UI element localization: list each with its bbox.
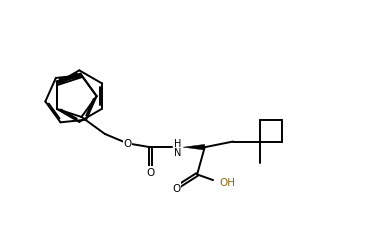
Text: OH: OH xyxy=(220,177,236,187)
Text: O: O xyxy=(172,183,180,193)
Text: O: O xyxy=(146,167,154,177)
Polygon shape xyxy=(183,145,205,150)
Text: O: O xyxy=(124,139,132,149)
Text: H
N: H N xyxy=(174,138,181,157)
